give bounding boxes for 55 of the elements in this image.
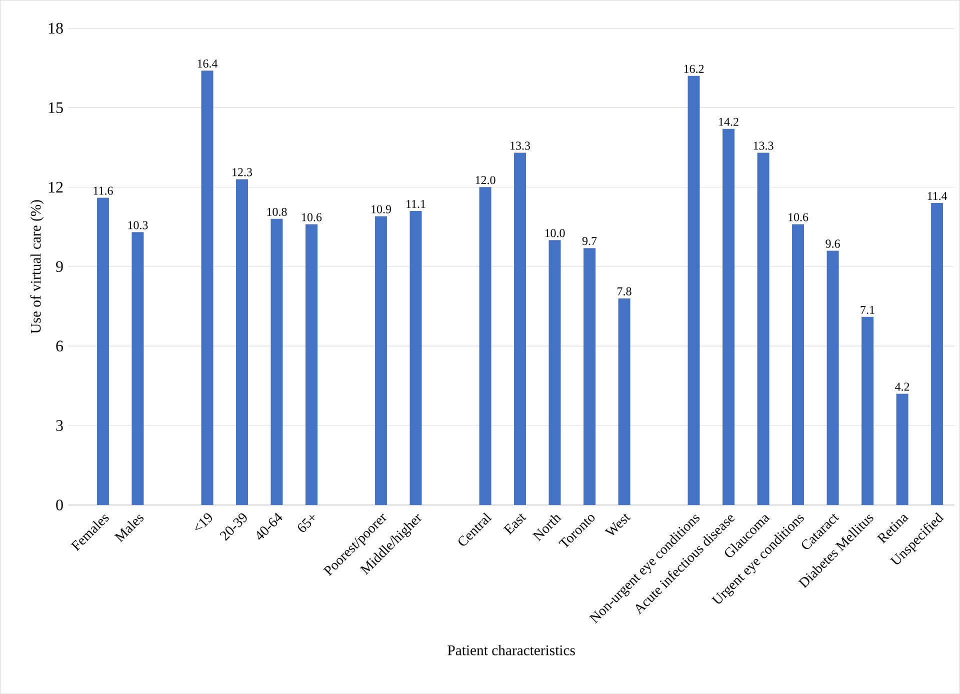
bar xyxy=(270,218,283,505)
bar xyxy=(826,250,839,505)
bar xyxy=(306,224,318,505)
data-label: 7.8 xyxy=(618,287,632,296)
bar xyxy=(792,224,804,505)
bar xyxy=(375,216,387,505)
bar xyxy=(479,187,492,505)
x-tick-label: West xyxy=(604,514,631,536)
data-label: 10.0 xyxy=(545,228,565,238)
bar xyxy=(757,152,770,505)
data-label: 13.3 xyxy=(754,142,774,150)
bar xyxy=(96,198,109,505)
x-tick-label: East xyxy=(503,514,526,535)
data-label: 14.2 xyxy=(719,118,738,126)
data-label: 7.1 xyxy=(860,306,874,314)
bar xyxy=(688,76,700,505)
y-tick-label: 0 xyxy=(56,500,63,510)
y-tick-label: 3 xyxy=(56,420,63,431)
x-tick-label: <19 xyxy=(195,513,212,530)
y-tick-label: 12 xyxy=(48,182,63,192)
y-tick-label: 15 xyxy=(48,102,63,113)
data-label: 4.2 xyxy=(895,382,910,391)
data-label: 16.2 xyxy=(684,64,704,73)
data-label: 13.3 xyxy=(510,142,530,150)
y-tick-label: 18 xyxy=(48,22,63,34)
data-label: 9.7 xyxy=(582,236,597,246)
bar xyxy=(201,70,214,505)
x-tick-label: 65+ xyxy=(298,515,315,532)
bar xyxy=(584,248,596,505)
bar xyxy=(410,210,422,505)
data-label: 12.0 xyxy=(476,176,496,184)
bar xyxy=(132,232,144,505)
bar xyxy=(236,179,248,505)
y-tick-label: 6 xyxy=(56,340,64,352)
bar xyxy=(896,394,908,505)
data-label: 10.9 xyxy=(372,205,391,214)
data-label: 9.6 xyxy=(826,240,840,248)
bar xyxy=(548,240,561,505)
x-axis-title: Patient characteristics xyxy=(448,644,575,656)
bar xyxy=(514,152,526,505)
bar xyxy=(862,316,874,505)
bar xyxy=(722,128,735,505)
y-tick-label: 9 xyxy=(56,261,63,272)
y-axis-title: Use of virtual care (%) xyxy=(30,200,44,334)
data-label: 10.6 xyxy=(788,213,808,222)
data-label: 11.4 xyxy=(928,192,948,200)
data-label: 11.1 xyxy=(406,200,426,208)
bar xyxy=(618,298,630,505)
data-label: 10.8 xyxy=(267,208,287,216)
data-label: 16.4 xyxy=(198,60,218,68)
data-label: 11.6 xyxy=(94,186,113,195)
bar xyxy=(931,202,944,505)
data-label: 10.6 xyxy=(302,213,322,222)
data-label: 10.3 xyxy=(128,221,148,230)
data-label: 12.3 xyxy=(232,168,252,176)
